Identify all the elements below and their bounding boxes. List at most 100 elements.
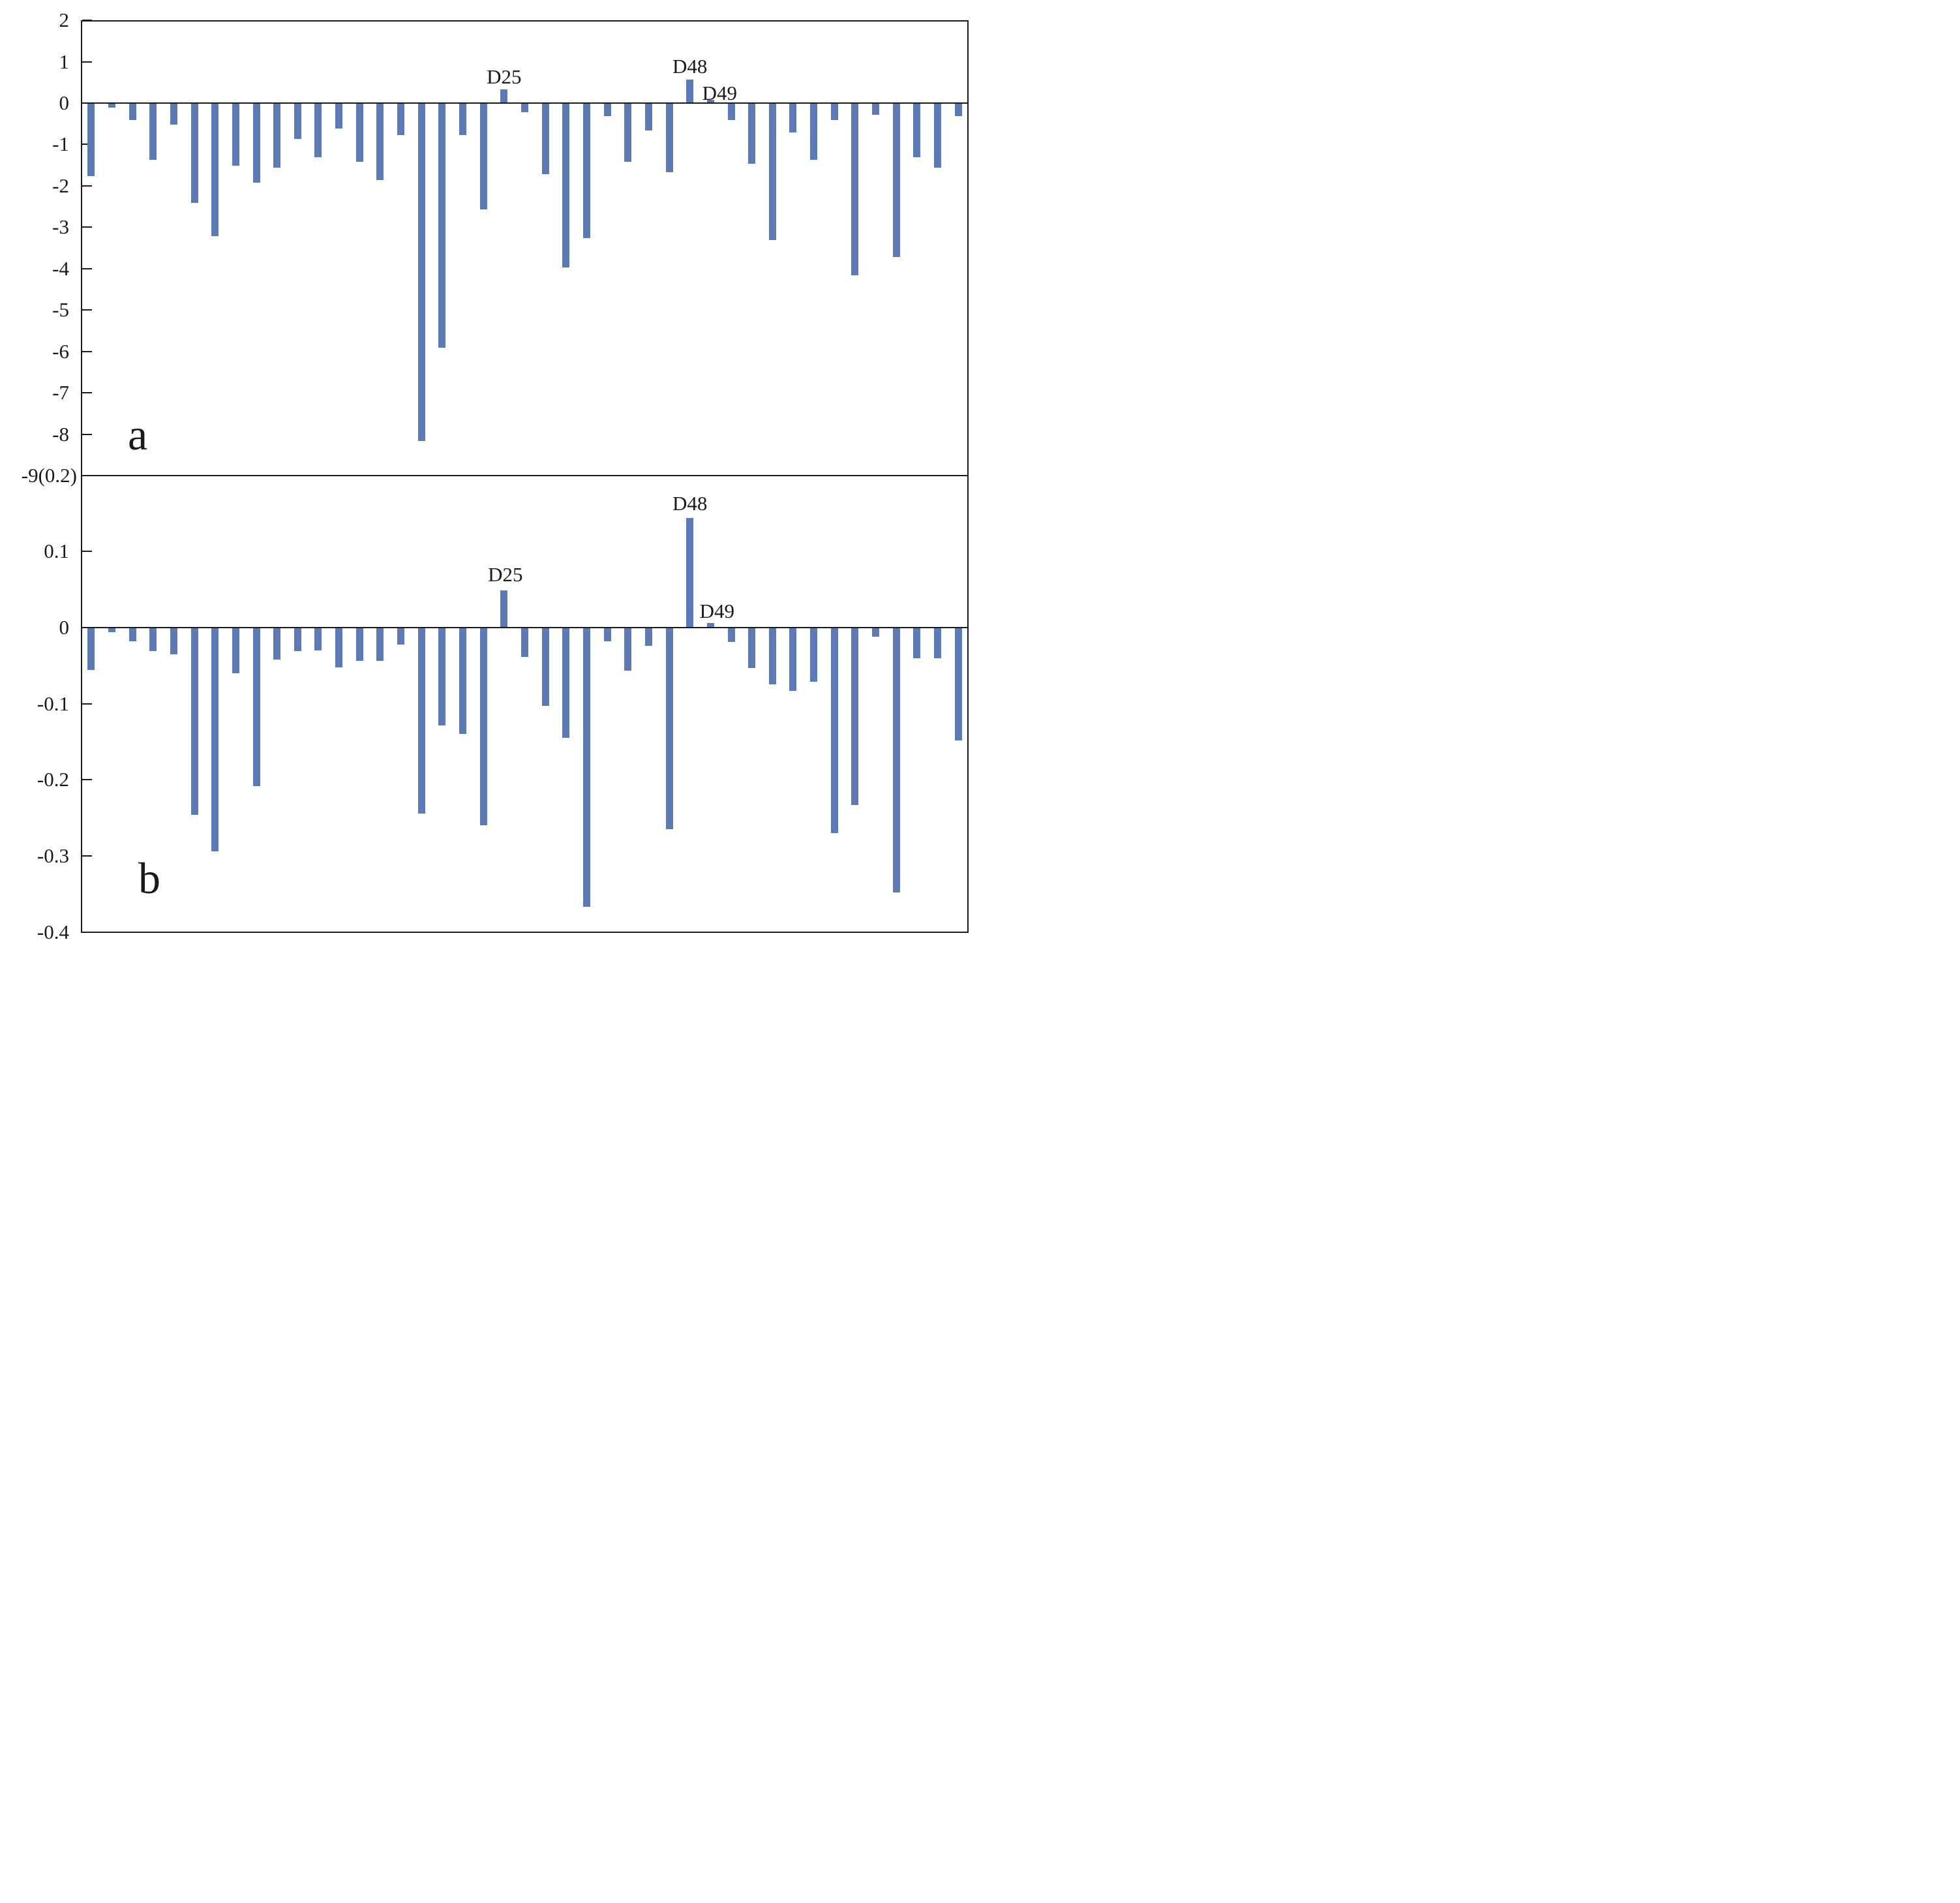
- plot-frame: [81, 20, 969, 933]
- y-tick-label: 0.1: [44, 540, 69, 563]
- bar: [128, 628, 136, 641]
- panel-a-letter: a: [128, 410, 148, 459]
- bar: [232, 628, 239, 673]
- bar: [582, 628, 590, 907]
- y-tick-label: -5: [52, 298, 69, 322]
- y-tick: [82, 309, 92, 311]
- bar: [892, 628, 900, 892]
- bar: [810, 628, 818, 682]
- bar: [706, 623, 714, 627]
- bar: [541, 628, 549, 707]
- y-tick-label: -0.3: [37, 844, 69, 868]
- bar: [355, 104, 363, 162]
- bar: [170, 628, 177, 654]
- y-tick: [82, 267, 92, 269]
- bar: [438, 104, 446, 348]
- bar: [686, 518, 694, 627]
- bar: [644, 628, 652, 646]
- bar: [252, 628, 260, 786]
- bar: [479, 104, 487, 209]
- y-tick: [82, 226, 92, 228]
- bar: [190, 628, 198, 815]
- y-tick: [82, 779, 92, 781]
- bar: [355, 628, 363, 662]
- y-tick: [82, 350, 92, 352]
- bar: [500, 590, 508, 627]
- bar: [748, 628, 756, 668]
- bar: [190, 104, 198, 204]
- bar: [273, 628, 281, 660]
- bar: [459, 628, 467, 735]
- bar: [830, 628, 838, 833]
- y-tick: [82, 185, 92, 187]
- bar: [768, 628, 776, 685]
- y-tick-label: 0: [59, 91, 70, 114]
- bar: [934, 104, 942, 168]
- y-tick-label: -4: [52, 256, 69, 280]
- bar: [954, 104, 962, 117]
- bar: [417, 628, 425, 814]
- y-tick: [82, 144, 92, 145]
- bar: [789, 104, 797, 133]
- bar: [232, 104, 239, 166]
- bar: [87, 628, 95, 671]
- panel-b-zero-line: [81, 627, 969, 628]
- y-tick-label: -0.1: [37, 692, 69, 715]
- bar: [665, 628, 673, 830]
- y-tick-label: 1: [59, 50, 70, 73]
- bar: [644, 104, 652, 131]
- y-tick: [82, 61, 92, 63]
- y-tick-label: -0.4: [37, 920, 69, 943]
- bar: [913, 104, 921, 158]
- bar: [252, 104, 260, 183]
- bar: [727, 104, 735, 121]
- bar: [851, 104, 859, 276]
- bar: [582, 104, 590, 239]
- bar: [149, 628, 157, 651]
- bar-label-d25: D25: [488, 562, 523, 586]
- y-tick-label: 0: [59, 616, 70, 639]
- y-tick: [82, 931, 92, 933]
- bar: [335, 628, 343, 667]
- y-tick: [82, 855, 92, 857]
- y-tick: [82, 392, 92, 394]
- axis-boundary-label: -9(0.2): [21, 464, 77, 487]
- bar: [913, 628, 921, 658]
- bar: [438, 628, 446, 726]
- bar-label-d48: D48: [672, 492, 708, 515]
- bar: [562, 628, 570, 738]
- y-tick: [82, 551, 92, 553]
- bar: [830, 104, 838, 121]
- bar: [521, 104, 528, 112]
- bar-label-d25: D25: [487, 65, 522, 88]
- y-tick-label: -6: [52, 339, 69, 363]
- bar: [335, 104, 343, 129]
- y-tick-label: -2: [52, 174, 69, 197]
- y-tick-label: -0.2: [37, 768, 69, 791]
- bar: [376, 104, 384, 181]
- bar: [479, 628, 487, 826]
- bar: [872, 104, 880, 115]
- bar: [562, 104, 570, 267]
- bar: [727, 628, 735, 642]
- bar: [294, 104, 301, 139]
- bar: [128, 104, 136, 121]
- bar: [376, 628, 384, 662]
- panel-a-zero-line: [81, 102, 969, 104]
- bar: [149, 104, 157, 160]
- bar: [314, 104, 322, 158]
- bar: [397, 104, 405, 135]
- y-tick: [82, 20, 92, 22]
- bar-label-d48: D48: [672, 55, 708, 78]
- bar: [892, 104, 900, 257]
- bar: [810, 104, 818, 160]
- bar: [872, 628, 880, 637]
- y-tick-label: -7: [52, 381, 69, 404]
- bar: [170, 104, 177, 125]
- panel-b-letter: b: [138, 853, 160, 903]
- bar: [768, 104, 776, 241]
- bar: [748, 104, 756, 164]
- y-tick-label: -1: [52, 132, 69, 156]
- bar: [706, 99, 714, 102]
- bar: [624, 104, 632, 162]
